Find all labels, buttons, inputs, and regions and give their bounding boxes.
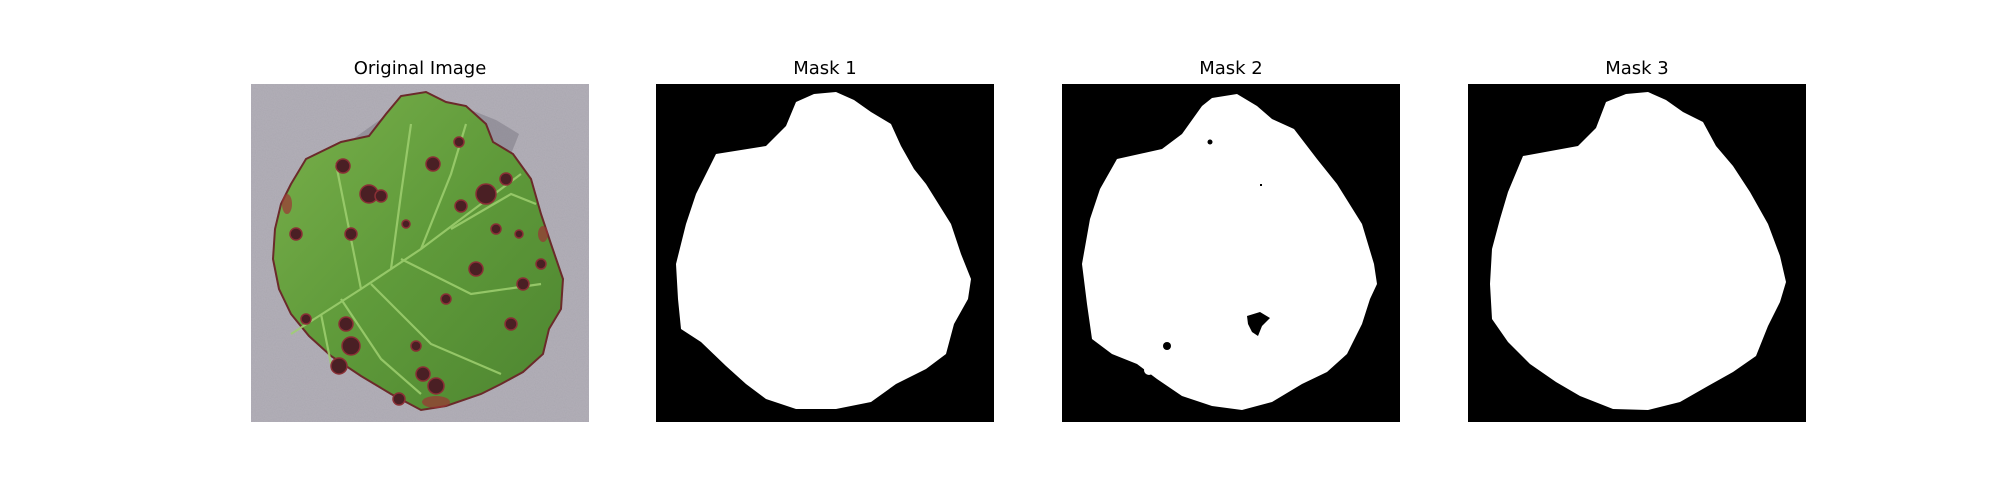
leaf-lesions	[289, 136, 547, 406]
mask-2-image	[1062, 84, 1400, 422]
mask-foreground	[1490, 92, 1786, 410]
leaf-edge-discoloration	[282, 194, 548, 408]
panel-title: Original Image	[353, 58, 487, 79]
panel-title: Mask 3	[1605, 58, 1669, 79]
mask-specks	[1144, 365, 1154, 375]
leaf-photo	[251, 84, 589, 422]
mask-foreground	[1082, 94, 1377, 410]
panel-title: Mask 1	[793, 58, 857, 79]
panel-mask-1: Mask 1	[656, 0, 994, 500]
panel-original-image: Original Image	[251, 0, 589, 500]
mask-holes	[1163, 139, 1270, 350]
panel-mask-2: Mask 2	[1062, 0, 1400, 500]
mask-foreground	[676, 92, 971, 409]
mask-3-image	[1468, 84, 1806, 422]
panel-mask-3: Mask 3	[1468, 0, 1806, 500]
mask-1-image	[656, 84, 994, 422]
panel-title: Mask 2	[1199, 58, 1263, 79]
